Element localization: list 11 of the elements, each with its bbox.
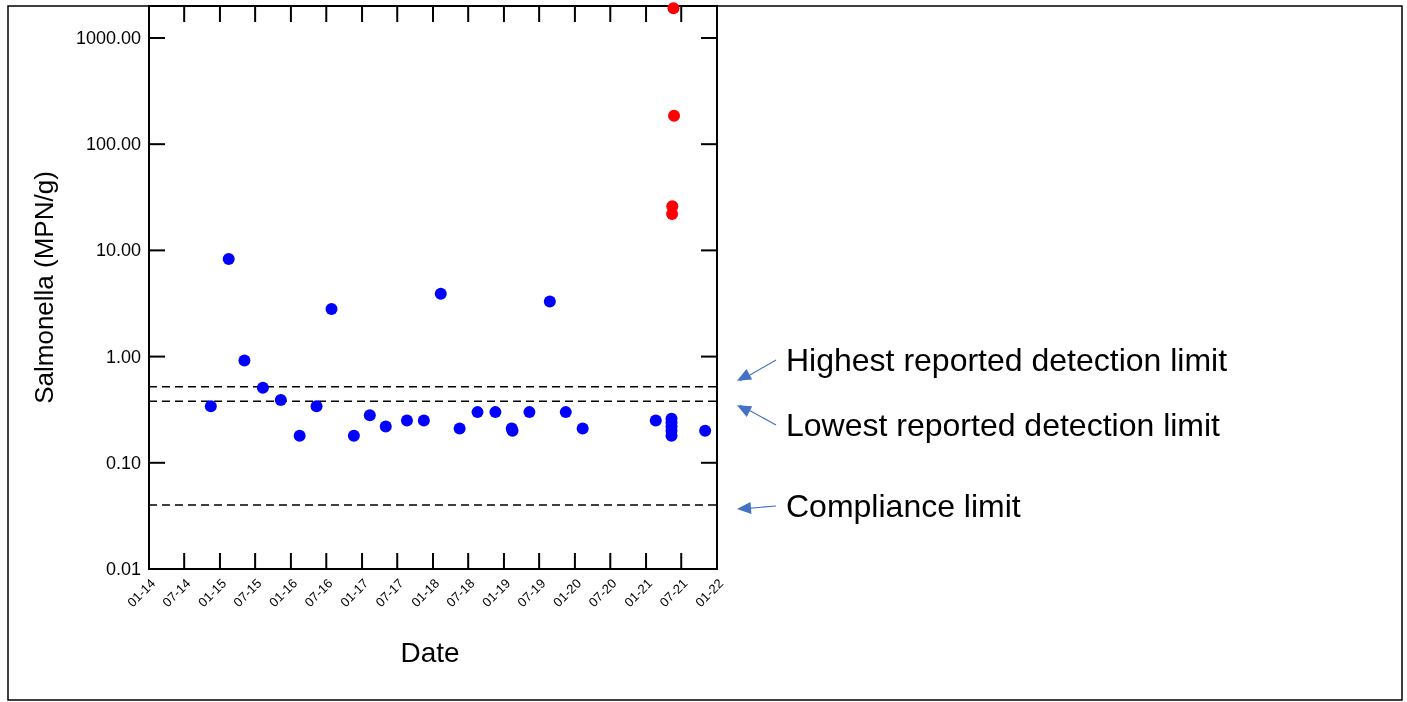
y-tick-label: 0.10	[105, 452, 141, 473]
y-tick-label: 1000.00	[75, 27, 141, 48]
x-axis-title: Date	[400, 636, 460, 668]
ref-line-label: Highest reported detection limit	[786, 342, 1228, 378]
y-tick-label: 1.00	[105, 346, 141, 367]
y-tick-label: 100.00	[85, 134, 141, 155]
ref-line-label: Compliance limit	[786, 488, 1021, 524]
ref-line-label: Lowest reported detection limit	[786, 407, 1221, 443]
y-tick-label: 0.01	[105, 559, 141, 579]
y-axis-title: Salmonella (MPN/g)	[29, 171, 59, 404]
y-tick-label: 10.00	[95, 240, 141, 261]
